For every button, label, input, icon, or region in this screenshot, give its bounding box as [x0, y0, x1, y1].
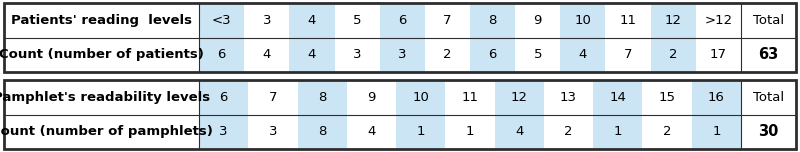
Text: 7: 7	[624, 48, 632, 61]
Bar	[396, 80, 446, 149]
Bar	[244, 3, 290, 72]
Text: 10: 10	[574, 14, 591, 27]
Text: 63: 63	[758, 47, 778, 62]
Text: 4: 4	[367, 125, 376, 138]
Text: 8: 8	[318, 91, 326, 104]
Bar	[298, 80, 347, 149]
Text: 2: 2	[443, 48, 452, 61]
Text: 3: 3	[269, 125, 277, 138]
Text: 5: 5	[353, 14, 362, 27]
Bar	[4, 3, 796, 72]
Text: 9: 9	[367, 91, 376, 104]
Text: 6: 6	[218, 48, 226, 61]
Bar	[692, 80, 741, 149]
Bar	[593, 80, 642, 149]
Text: 15: 15	[658, 91, 675, 104]
Bar	[334, 3, 380, 72]
Bar	[248, 80, 298, 149]
Text: 17: 17	[710, 48, 727, 61]
Bar	[290, 3, 334, 72]
Bar	[199, 3, 244, 72]
Text: 5: 5	[534, 48, 542, 61]
Text: 3: 3	[262, 14, 271, 27]
Text: 16: 16	[708, 91, 725, 104]
Bar	[347, 80, 396, 149]
Text: Pamphlet's readability levels: Pamphlet's readability levels	[0, 91, 210, 104]
Text: 10: 10	[412, 91, 429, 104]
Text: 8: 8	[488, 14, 497, 27]
Text: 12: 12	[665, 14, 682, 27]
Bar	[560, 3, 606, 72]
Text: 9: 9	[534, 14, 542, 27]
Bar	[606, 3, 650, 72]
Text: 7: 7	[269, 91, 277, 104]
Text: 11: 11	[619, 14, 637, 27]
Text: 4: 4	[308, 14, 316, 27]
Text: 1: 1	[417, 125, 425, 138]
Bar	[494, 80, 544, 149]
Text: 1: 1	[712, 125, 721, 138]
Text: 14: 14	[610, 91, 626, 104]
Text: 13: 13	[560, 91, 577, 104]
Text: Count (number of patients): Count (number of patients)	[0, 48, 204, 61]
Text: 1: 1	[614, 125, 622, 138]
Text: 30: 30	[758, 124, 778, 139]
Text: <3: <3	[212, 14, 231, 27]
Text: 6: 6	[488, 48, 497, 61]
Bar	[4, 3, 796, 72]
Bar	[515, 3, 560, 72]
Text: 4: 4	[308, 48, 316, 61]
Text: 2: 2	[564, 125, 573, 138]
Bar	[425, 3, 470, 72]
Text: Patients' reading  levels: Patients' reading levels	[11, 14, 192, 27]
Text: 12: 12	[510, 91, 528, 104]
Text: Total: Total	[753, 91, 784, 104]
Text: 4: 4	[262, 48, 271, 61]
Text: >12: >12	[704, 14, 733, 27]
Text: 1: 1	[466, 125, 474, 138]
Bar	[199, 80, 248, 149]
Text: 4: 4	[515, 125, 523, 138]
Bar	[696, 3, 741, 72]
Text: Total: Total	[753, 14, 784, 27]
Text: 11: 11	[462, 91, 478, 104]
Text: 2: 2	[669, 48, 678, 61]
Bar	[544, 80, 593, 149]
Bar	[4, 80, 796, 149]
Bar	[380, 3, 425, 72]
Text: 6: 6	[219, 91, 228, 104]
Text: 4: 4	[578, 48, 587, 61]
Text: Count (number of pamphlets): Count (number of pamphlets)	[0, 125, 213, 138]
Text: 3: 3	[353, 48, 362, 61]
Text: 8: 8	[318, 125, 326, 138]
Bar	[4, 80, 796, 149]
Bar	[650, 3, 696, 72]
Bar	[446, 80, 494, 149]
Text: 7: 7	[443, 14, 452, 27]
Bar	[470, 3, 515, 72]
Text: 3: 3	[398, 48, 406, 61]
Text: 6: 6	[398, 14, 406, 27]
Text: 3: 3	[219, 125, 228, 138]
Bar	[642, 80, 692, 149]
Text: 2: 2	[663, 125, 671, 138]
